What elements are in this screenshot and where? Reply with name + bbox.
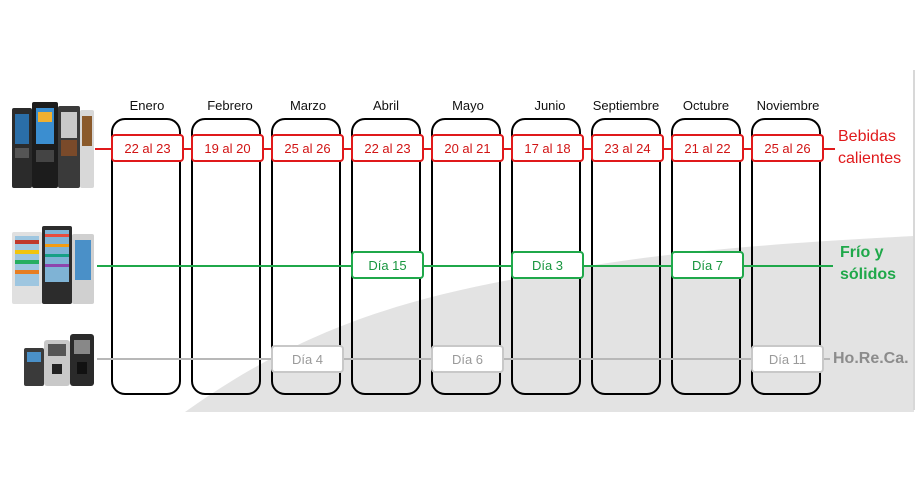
snack-vending-machines-icon <box>12 226 94 304</box>
hot-drinks-label-line1: Bebidas <box>838 128 896 145</box>
month-label-enero: Enero <box>129 98 165 113</box>
hot-drink-vending-machines-icon <box>12 102 94 188</box>
month-column-enero <box>111 118 181 395</box>
cold-date-junio: Día 3 <box>511 251 584 279</box>
month-column-febrero <box>191 118 261 395</box>
horeca-date-marzo: Día 4 <box>271 345 344 373</box>
cold-solids-label: Frío y sólidos <box>840 242 896 286</box>
hot-date-junio: 17 al 18 <box>511 134 584 162</box>
month-label-junio: Junio <box>534 98 566 113</box>
month-label-marzo: Marzo <box>289 98 327 113</box>
hot-date-abril: 22 al 23 <box>351 134 424 162</box>
month-label-febrero: Febrero <box>207 98 253 113</box>
cold-solids-timeline <box>97 265 833 267</box>
right-edge-divider <box>913 70 915 410</box>
cold-solids-label-line1: Frío y <box>840 244 884 261</box>
hot-date-febrero: 19 al 20 <box>191 134 264 162</box>
hot-date-octubre: 21 al 22 <box>671 134 744 162</box>
month-label-septiembre: Septiembre <box>592 98 660 113</box>
hot-date-marzo: 25 al 26 <box>271 134 344 162</box>
month-label-noviembre: Noviembre <box>756 98 820 113</box>
hot-drinks-label: Bebidas calientes <box>838 126 901 170</box>
hot-date-noviembre: 25 al 26 <box>751 134 824 162</box>
hot-date-enero: 22 al 23 <box>111 134 184 162</box>
horeca-date-noviembre: Día 11 <box>751 345 824 373</box>
month-label-mayo: Mayo <box>452 98 484 113</box>
month-column-septiembre <box>591 118 661 395</box>
cold-date-abril: Día 15 <box>351 251 424 279</box>
hot-date-mayo: 20 al 21 <box>431 134 504 162</box>
coffee-machines-icon <box>24 334 94 386</box>
month-label-abril: Abril <box>372 98 399 113</box>
month-column-noviembre <box>751 118 821 395</box>
month-column-marzo <box>271 118 341 395</box>
hot-drinks-label-line2: calientes <box>838 150 902 167</box>
hot-date-septiembre: 23 al 24 <box>591 134 664 162</box>
month-label-octubre: Octubre <box>682 98 730 113</box>
month-column-mayo <box>431 118 501 395</box>
horeca-label: Ho.Re.Ca. <box>833 350 909 367</box>
cold-date-octubre: Día 7 <box>671 251 744 279</box>
cold-solids-label-line2: sólidos <box>840 266 897 283</box>
horeca-date-mayo: Día 6 <box>431 345 504 373</box>
